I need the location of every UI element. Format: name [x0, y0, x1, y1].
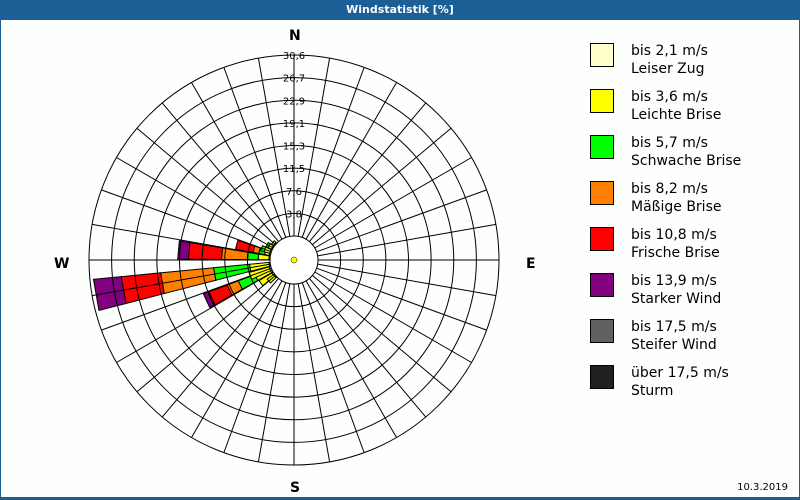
legend-range: bis 17,5 m/s — [631, 319, 717, 335]
compass-west: W — [54, 256, 70, 272]
radial-tick-label: 30,6 — [283, 51, 305, 62]
legend-range: bis 8,2 m/s — [631, 181, 708, 197]
wind-bar-segment — [202, 291, 216, 309]
date-stamp: 10.3.2019 — [737, 482, 788, 493]
legend-swatch — [590, 135, 614, 159]
legend-label: Sturm — [631, 383, 674, 399]
radial-tick-label: 7,6 — [286, 187, 302, 198]
legend-label: Leichte Brise — [631, 107, 722, 123]
legend-label: Leiser Zug — [631, 61, 705, 77]
compass-south: S — [290, 480, 301, 496]
legend-swatch — [590, 43, 614, 67]
wind-bar-segment — [92, 276, 127, 312]
legend-label: Schwache Brise — [631, 153, 742, 169]
bottom-border — [0, 497, 800, 500]
radial-tick-label: 3,8 — [286, 209, 302, 220]
legend-swatch — [590, 181, 614, 205]
legend-label: Steifer Wind — [631, 337, 717, 353]
legend-label: Starker Wind — [631, 291, 722, 307]
legend-swatch — [590, 365, 614, 389]
radial-tick-label: 19,1 — [283, 119, 305, 130]
legend-swatch — [590, 227, 614, 251]
wind-bar-segment — [187, 241, 224, 260]
compass-north: N — [289, 28, 301, 44]
legend-range: bis 2,1 m/s — [631, 43, 708, 59]
legend-label: Mäßige Brise — [631, 199, 722, 215]
legend-range: über 17,5 m/s — [631, 365, 729, 381]
chart-title: Windstatistik [%] — [0, 0, 800, 20]
legend-label: Frische Brise — [631, 245, 720, 261]
radial-tick-label: 22,9 — [283, 96, 305, 107]
radial-tick-label: 11,5 — [283, 164, 305, 175]
legend-swatch — [590, 89, 614, 113]
radial-tick-label: 26,7 — [283, 74, 305, 85]
legend-swatch — [590, 273, 614, 297]
legend-range: bis 3,6 m/s — [631, 89, 708, 105]
legend-range: bis 5,7 m/s — [631, 135, 708, 151]
legend-range: bis 10,8 m/s — [631, 227, 717, 243]
compass-east: E — [526, 256, 536, 272]
radial-tick-label: 15,3 — [283, 142, 305, 153]
legend-swatch — [590, 319, 614, 343]
legend-range: bis 13,9 m/s — [631, 273, 717, 289]
